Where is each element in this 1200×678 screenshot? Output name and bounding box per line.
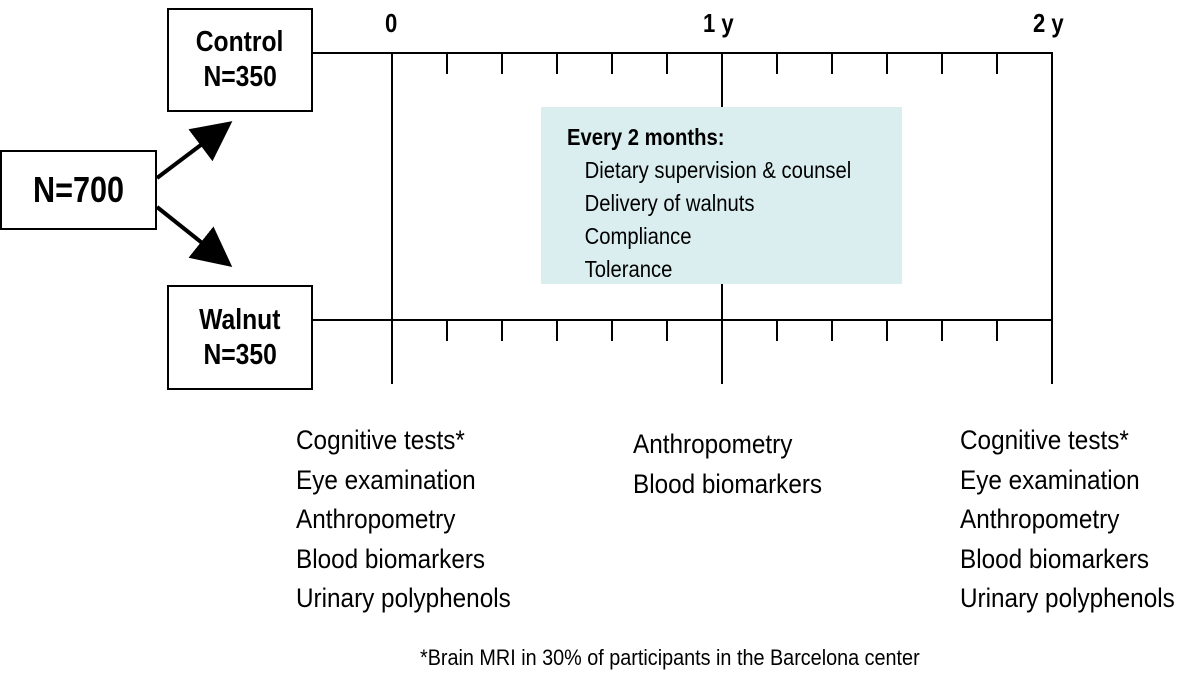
every-box-item: Delivery of walnuts — [584, 190, 755, 216]
every-box-title: Every 2 months: — [567, 124, 725, 150]
timeline-label-0: 0 — [385, 8, 398, 38]
every-box-item: Tolerance — [584, 256, 673, 282]
assessment-item: Blood biomarkers — [296, 543, 486, 574]
every-2-months-box: Every 2 months: Dietary supervision & co… — [541, 107, 902, 284]
control-name: Control — [196, 26, 284, 59]
every-box-item: Dietary supervision & counsel — [584, 157, 852, 183]
assessment-item: Anthropometry — [296, 504, 456, 534]
arrow-to-walnut — [155, 205, 233, 267]
baseline-assessments: Cognitive tests* Eye examination Anthrop… — [296, 421, 535, 619]
walnut-group-box: Walnut N=350 — [167, 285, 313, 390]
total-box: N=700 — [0, 150, 157, 230]
every-box-item: Compliance — [584, 223, 692, 249]
assessment-item: Urinary polyphenols — [296, 583, 511, 613]
assessment-item: Urinary polyphenols — [960, 583, 1175, 613]
assessment-item: Anthropometry — [633, 429, 793, 459]
assessment-item: Cognitive tests* — [296, 425, 465, 455]
assessment-item: Eye examination — [960, 464, 1140, 495]
walnut-name: Walnut — [199, 303, 281, 336]
footnote: *Brain MRI in 30% of participants in the… — [420, 645, 920, 670]
assessment-item: Blood biomarkers — [633, 468, 823, 499]
control-n: N=350 — [203, 61, 277, 93]
arrow-to-control — [155, 121, 233, 180]
assessment-item: Cognitive tests* — [960, 425, 1129, 455]
timeline-label-2y: 2 y — [1033, 8, 1064, 38]
year2-assessments: Cognitive tests* Eye examination Anthrop… — [960, 421, 1199, 619]
assessment-item: Anthropometry — [960, 504, 1120, 534]
control-group-box: Control N=350 — [167, 8, 313, 112]
assessment-item: Blood biomarkers — [960, 543, 1150, 574]
year1-assessments: Anthropometry Blood biomarkers — [633, 425, 843, 504]
walnut-n: N=350 — [203, 338, 277, 371]
timeline-label-1y: 1 y — [703, 8, 734, 38]
assessment-item: Eye examination — [296, 464, 476, 495]
total-label: N=700 — [32, 169, 125, 211]
